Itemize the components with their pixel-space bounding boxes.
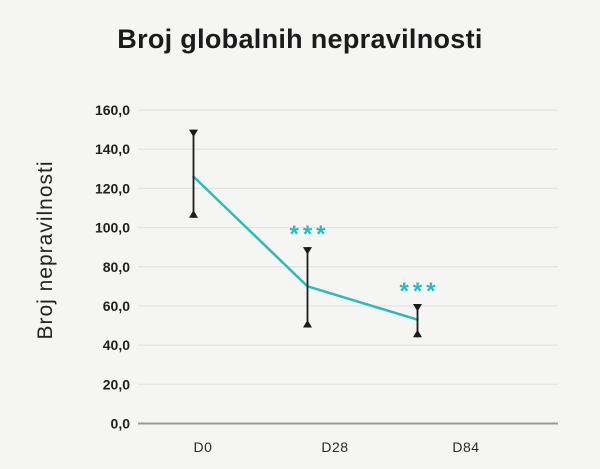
y-tick-label: 60,0 xyxy=(103,298,130,314)
y-tick-labels: 0,0 20,0 40,0 60,0 80,0 100,0 120,0 140,0 160,0 xyxy=(95,102,130,432)
significance-markers: *** *** xyxy=(289,221,439,305)
error-bars xyxy=(189,129,422,338)
x-tick-label: D0 xyxy=(194,439,213,455)
significance-stars: *** xyxy=(289,221,329,248)
y-tick-label: 120,0 xyxy=(95,180,130,196)
y-tick-label: 100,0 xyxy=(95,220,130,236)
chart-title: Broj globalnih nepravilnosti xyxy=(117,24,483,54)
y-tick-label: 140,0 xyxy=(95,141,130,157)
error-bar-cap-top xyxy=(303,247,312,255)
y-tick-label: 20,0 xyxy=(103,376,130,392)
error-bar-cap-top xyxy=(413,303,422,312)
y-tick-label: 80,0 xyxy=(103,259,130,275)
error-bar-cap-bottom xyxy=(189,210,198,218)
y-tick-label: 40,0 xyxy=(103,337,130,353)
x-tick-label: D84 xyxy=(452,439,479,455)
x-tick-labels: D0 D28 D84 xyxy=(194,439,480,455)
gridlines xyxy=(138,109,558,425)
y-tick-label: 0,0 xyxy=(111,416,131,432)
x-tick-label: D28 xyxy=(321,439,348,455)
error-bar-cap-top xyxy=(189,129,198,138)
y-tick-label: 160,0 xyxy=(95,102,130,118)
significance-stars: *** xyxy=(399,278,439,305)
error-bar-cap-bottom xyxy=(413,329,422,338)
error-bar-cap-bottom xyxy=(303,319,312,328)
